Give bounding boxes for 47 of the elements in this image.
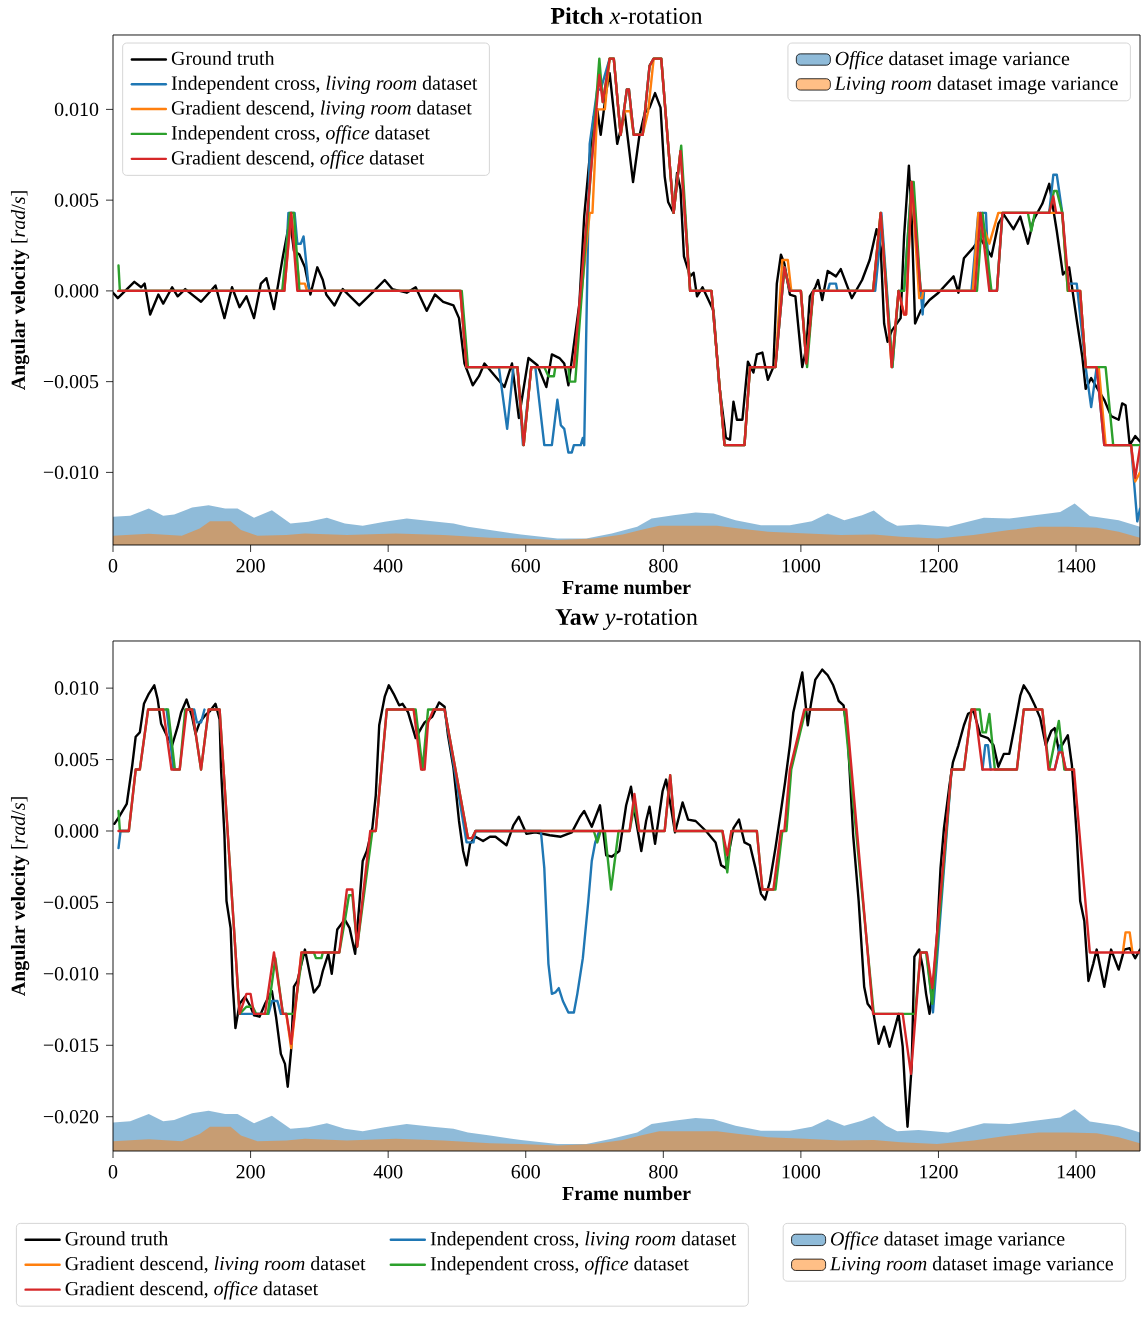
y-tick-label: 0.005 [54,193,99,207]
x-tick-label: 0 [108,559,118,573]
legend-label: Gradient descend, office dataset [171,150,425,169]
legend-label: Gradient descend, office dataset [65,1281,319,1300]
legend-label: Ground truth [171,51,275,66]
x-tick-label: 1000 [782,1165,821,1179]
legend-label: Office dataset image variance [830,1231,1065,1250]
y-tick-label: 0.000 [54,824,99,838]
legend-label: Independent cross, office dataset [171,125,430,144]
y-tick-label: 0.005 [54,752,99,767]
x-tick-label: 1400 [1057,1165,1096,1179]
y-tick-label: −0.015 [43,1038,99,1053]
x-tick-label: 600 [511,1165,540,1179]
x-tick-label: 1000 [782,559,821,573]
line-series [117,708,1141,1076]
x-tick-label: 400 [373,559,403,573]
legend-label: Independent cross, living room dataset [171,75,478,94]
legend-label: Gradient descend, living room dataset [171,100,472,119]
x-tick-label: 400 [373,1165,403,1179]
y-tick-label: −0.005 [43,374,99,389]
x-tick-label: 1200 [920,1165,958,1179]
chart-title: Yaw y-rotation [555,608,698,630]
y-tick-label: −0.010 [43,465,99,480]
y-tick-label: 0.010 [54,681,99,695]
y-tick-label: −0.020 [43,1109,99,1124]
x-tick-label: 0 [108,1165,118,1179]
legend-label: Living room dataset image variance [829,1256,1113,1275]
y-tick-label: 0.010 [54,102,99,117]
y-tick-label: −0.005 [43,895,99,910]
x-axis-title: Frame number [562,580,691,595]
x-tick-label: 800 [649,559,678,573]
x-axis-title: Frame number [562,1186,691,1201]
x-tick-label: 600 [511,559,540,573]
legend-label: Ground truth [65,1231,169,1246]
x-tick-label: 1200 [920,559,958,573]
legend-label: Independent cross, office dataset [430,1256,689,1275]
legend-label: Independent cross, living room dataset [430,1231,737,1250]
x-tick-label: 1400 [1057,559,1096,573]
legend-label: Gradient descend, living room dataset [65,1256,366,1275]
x-tick-label: 200 [236,559,265,573]
chart-title: Pitch x-rotation [550,7,703,24]
y-tick-label: 0.000 [54,284,99,298]
legend-label: Office dataset image variance [835,51,1070,70]
x-tick-label: 800 [649,1165,678,1179]
y-tick-label: −0.010 [43,967,99,981]
x-tick-label: 200 [236,1165,265,1179]
legend-label: Living room dataset image variance [834,75,1118,95]
